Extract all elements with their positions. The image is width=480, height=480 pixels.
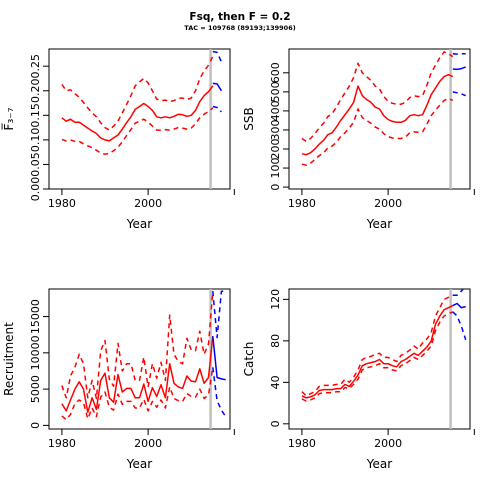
catch-ytick-label: 0 <box>269 420 282 427</box>
ssb-frame <box>288 48 471 190</box>
ssb-ylabel: SSB <box>242 107 256 130</box>
recruitment-ytick-label: 15000 <box>29 299 42 334</box>
recruitment-xtick-label: 2000 <box>134 437 162 450</box>
fbar-xtick-label: 1980 <box>48 197 76 210</box>
ssb-historic-median <box>301 73 454 156</box>
fbar-ytick-label: 0.00 <box>29 177 42 202</box>
fbar-projection-median <box>212 82 223 92</box>
ssb-historic-lower <box>301 97 454 166</box>
fbar-ytick-label: 0.05 <box>29 152 42 177</box>
ssb-ytick-label: 0 <box>269 184 282 191</box>
recruitment-series <box>61 290 227 421</box>
figure-subtitle: TAC = 109768 (89193;139906) <box>184 24 295 32</box>
catch-projection-upper <box>452 289 465 296</box>
fbar-frame <box>48 48 231 190</box>
fbar-series <box>61 50 223 155</box>
fbar-ytick-label: 0.15 <box>29 103 42 128</box>
catch-xlabel: Year <box>366 457 392 471</box>
recruitment-projection-lower <box>212 367 227 418</box>
fbar-ytick-label: 0.20 <box>29 79 42 104</box>
ssb-xlabel: Year <box>366 217 392 231</box>
recruitment-ytick-label: 10000 <box>29 335 42 370</box>
recruitment-historic-upper <box>61 291 214 400</box>
catch-frame <box>288 288 471 430</box>
catch-ytick-label: 40 <box>269 375 282 389</box>
ssb-xtick-label: 1980 <box>288 197 316 210</box>
fbar-ytick-label: 0.25 <box>29 54 42 79</box>
ssb-ytick-label: 500 <box>269 81 282 102</box>
recruitment-projection-median <box>212 336 226 381</box>
recruitment-projection-upper <box>212 290 226 339</box>
fbar-xtick-label: 2000 <box>134 197 162 210</box>
fbar-historic-upper <box>61 56 214 131</box>
recruitment-xtick-label: 1980 <box>48 437 76 450</box>
recruitment-historic-lower <box>61 367 214 421</box>
catch-ytick-label: 120 <box>269 289 282 310</box>
fbar-historic-lower <box>61 107 214 155</box>
ssb-ytick-label: 600 <box>269 62 282 83</box>
catch-xtick-label: 2000 <box>374 437 402 450</box>
ssb-ytick-label: 200 <box>269 139 282 160</box>
catch-projection-median <box>452 302 466 309</box>
catch-series <box>301 289 467 402</box>
recruitment-historic-median <box>61 336 214 414</box>
fbar-projection-lower <box>212 105 222 113</box>
recruitment-frame <box>48 288 231 430</box>
figure-title: Fsq, then F = 0.2 <box>189 11 290 23</box>
catch-ylabel: Catch <box>242 342 256 377</box>
fbar-historic-median <box>61 85 214 142</box>
fbar-xlabel: Year <box>126 217 152 231</box>
ssb-historic-upper <box>301 51 454 143</box>
catch-ytick-label: 80 <box>269 334 282 348</box>
ssb-projection-median <box>452 66 466 71</box>
catch-historic-upper <box>301 294 454 397</box>
recruitment-ylabel: Recruitment <box>2 322 16 396</box>
catch-xtick-label: 1980 <box>288 437 316 450</box>
catch-projection-lower <box>452 311 467 341</box>
fbar-projection-upper <box>212 50 223 63</box>
ssb-series <box>301 51 467 166</box>
recruitment-ytick-label: 5000 <box>29 375 42 403</box>
ssb-projection-lower <box>452 91 467 97</box>
ssb-ytick-label: 100 <box>269 158 282 179</box>
ssb-ytick-label: 400 <box>269 100 282 121</box>
catch-historic-lower <box>301 311 454 402</box>
ssb-xtick-label: 2000 <box>374 197 402 210</box>
fbar-ylabel: F̅₃₋₇ <box>1 107 16 130</box>
catch-historic-median <box>301 304 454 399</box>
fbar-ytick-label: 0.10 <box>29 128 42 153</box>
ssb-ytick-label: 300 <box>269 119 282 140</box>
recruitment-ytick-label: 0 <box>29 422 42 429</box>
recruitment-xlabel: Year <box>126 457 152 471</box>
fbar-panel: 1980 2000 0.000.050.100.150.200.25 Year F̅₃₋… <box>1 48 235 231</box>
catch-panel: 1980 2000 0 40 80 120 Year Catch <box>242 288 475 471</box>
